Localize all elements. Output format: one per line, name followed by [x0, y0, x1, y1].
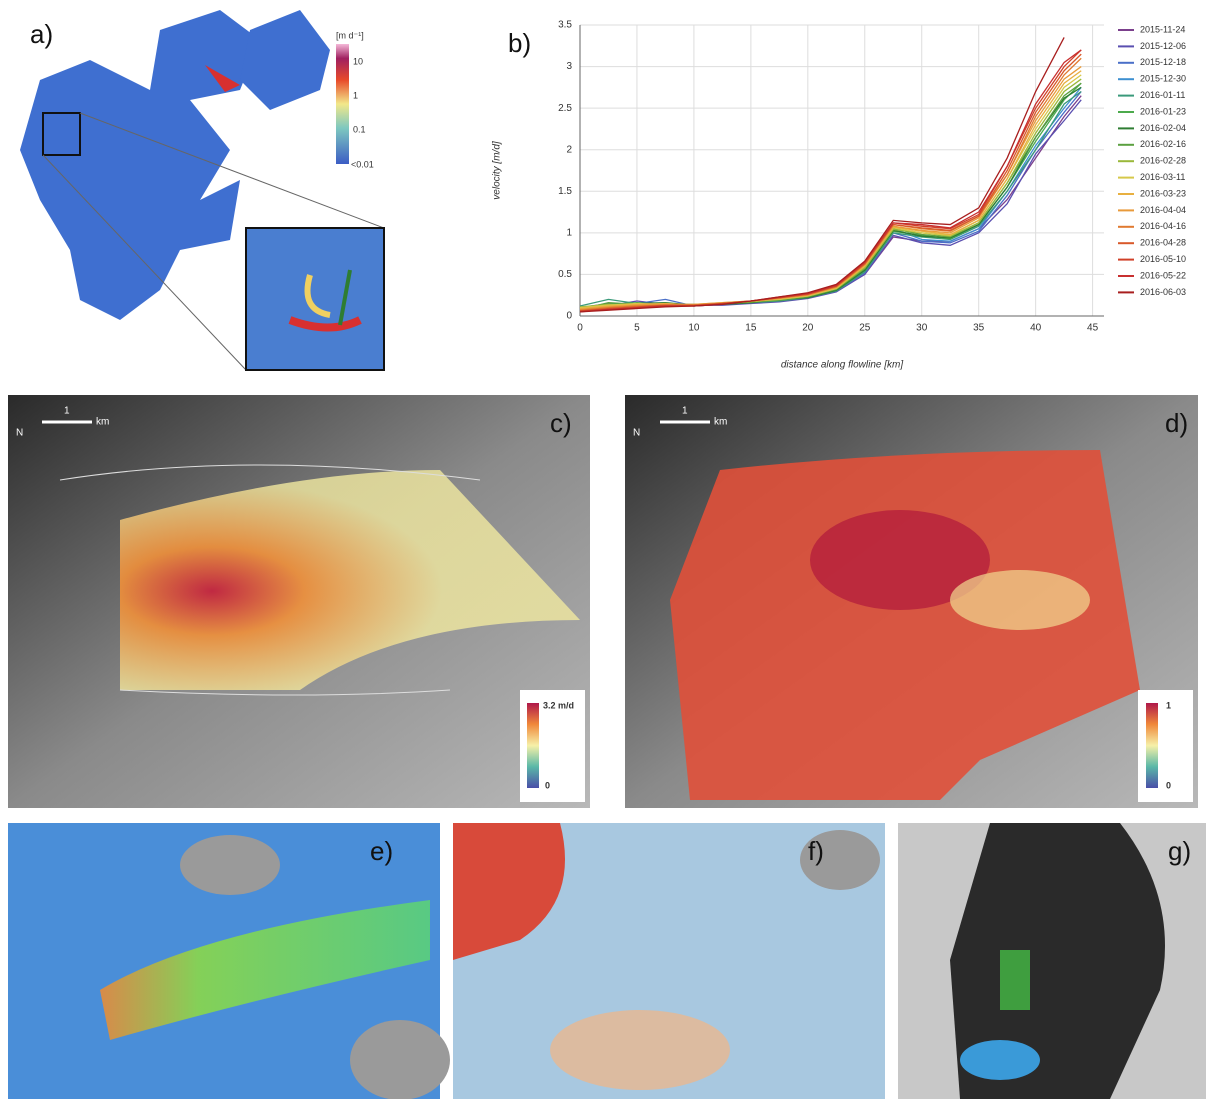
- x-tick-label: 25: [859, 323, 871, 334]
- rock: [350, 1020, 450, 1099]
- scale-label: 1: [64, 406, 70, 417]
- island: [240, 10, 330, 110]
- rock: [180, 835, 280, 895]
- y-tick-label: 1: [566, 227, 572, 238]
- legend-label: 2016-02-28: [1140, 156, 1186, 166]
- scale-unit: km: [96, 417, 109, 428]
- colorbar-tick: 0.1: [353, 124, 366, 134]
- x-tick-label: 35: [973, 323, 985, 334]
- legend-label: 2015-12-30: [1140, 74, 1186, 84]
- colorbar-max: 3.2 m/d: [543, 700, 574, 710]
- legend-label: 2016-03-23: [1140, 188, 1186, 198]
- colorbar-min: 0: [1166, 780, 1171, 790]
- panel-label: c): [550, 408, 572, 438]
- panel-label: a): [30, 19, 53, 49]
- legend-label: 2016-04-04: [1140, 205, 1186, 215]
- y-tick-label: 3: [566, 61, 572, 72]
- field: [1000, 950, 1030, 1010]
- legend-label: 2016-01-11: [1140, 90, 1185, 100]
- x-tick-label: 30: [916, 323, 928, 334]
- panel-g: g): [898, 823, 1206, 1099]
- legend-label: 2016-05-10: [1140, 254, 1186, 264]
- panel-d: 1 0 N 1 km d): [625, 395, 1198, 808]
- island: [20, 10, 260, 320]
- legend-label: 2016-06-03: [1140, 287, 1186, 297]
- colorbar-tick: 10: [353, 56, 363, 66]
- legend-label: 2015-11-24: [1140, 24, 1185, 34]
- series-line: [580, 92, 1081, 307]
- panel-label: b): [508, 28, 531, 58]
- coherence-field: [950, 570, 1090, 630]
- x-tick-label: 40: [1030, 323, 1042, 334]
- panel-label: e): [370, 836, 393, 866]
- legend-label: 2016-03-11: [1140, 172, 1185, 182]
- colorbar-tick: <0.01: [351, 159, 374, 169]
- north: N: [633, 428, 640, 439]
- legend-label: 2016-02-16: [1140, 139, 1186, 149]
- field: [550, 1010, 730, 1090]
- y-tick-label: 0: [566, 311, 572, 322]
- x-axis-label: distance along flowline [km]: [781, 360, 904, 371]
- x-tick-label: 0: [577, 323, 583, 334]
- series-line: [580, 100, 1081, 310]
- colorbar: [1146, 703, 1158, 788]
- panel-c: 3.2 m/d 0 N 1 km c): [8, 395, 590, 808]
- colorbar: [527, 703, 539, 788]
- series-line: [580, 96, 1081, 308]
- scale-unit: km: [714, 417, 727, 428]
- north: N: [16, 428, 23, 439]
- figure: [m d⁻¹] 10 1 0.1 <0.01 a) b) 00.511.522.…: [0, 0, 1206, 1099]
- colorbar-tick: 1: [353, 90, 358, 100]
- x-tick-label: 5: [634, 323, 640, 334]
- y-tick-label: 1.5: [558, 186, 572, 197]
- colorbar-max: 1: [1166, 700, 1171, 710]
- x-tick-label: 45: [1087, 323, 1099, 334]
- panel-label: f): [808, 836, 824, 866]
- series-line: [580, 37, 1064, 311]
- series-line: [580, 87, 1081, 310]
- legend-label: 2016-02-04: [1140, 123, 1186, 133]
- field: [960, 1040, 1040, 1080]
- series-line: [580, 87, 1081, 308]
- x-tick-label: 20: [802, 323, 814, 334]
- scale-label: 1: [682, 406, 688, 417]
- legend-label: 2016-05-22: [1140, 270, 1186, 280]
- y-tick-label: 3.5: [558, 20, 572, 31]
- panel-f: f): [453, 823, 885, 1099]
- y-tick-label: 2.5: [558, 103, 572, 114]
- legend-label: 2015-12-18: [1140, 57, 1186, 67]
- colorbar-unit: [m d⁻¹]: [336, 30, 364, 40]
- y-tick-label: 2: [566, 144, 572, 155]
- legend-label: 2016-01-23: [1140, 106, 1186, 116]
- x-tick-label: 15: [745, 323, 757, 334]
- y-axis-label: velocity [m/d]: [492, 141, 503, 200]
- x-tick-label: 10: [688, 323, 700, 334]
- colorbar: [336, 44, 349, 164]
- legend-label: 2016-04-16: [1140, 221, 1186, 231]
- y-tick-label: 0.5: [558, 269, 572, 280]
- panel-a: [m d⁻¹] 10 1 0.1 <0.01 a): [20, 10, 384, 370]
- inset: [246, 228, 384, 370]
- chart-b: 0 0.5 1 1.5 2 2.5 3 3.5 0 5 10 15 20 25 30 35 40 45 distan…: [492, 20, 1186, 371]
- panel-label: d): [1165, 408, 1188, 438]
- colorbar-min: 0: [545, 780, 550, 790]
- series-line: [580, 54, 1081, 311]
- legend-label: 2016-04-28: [1140, 238, 1186, 248]
- panel-label: g): [1168, 836, 1191, 866]
- legend-label: 2015-12-06: [1140, 41, 1186, 51]
- panel-e: e): [8, 823, 450, 1099]
